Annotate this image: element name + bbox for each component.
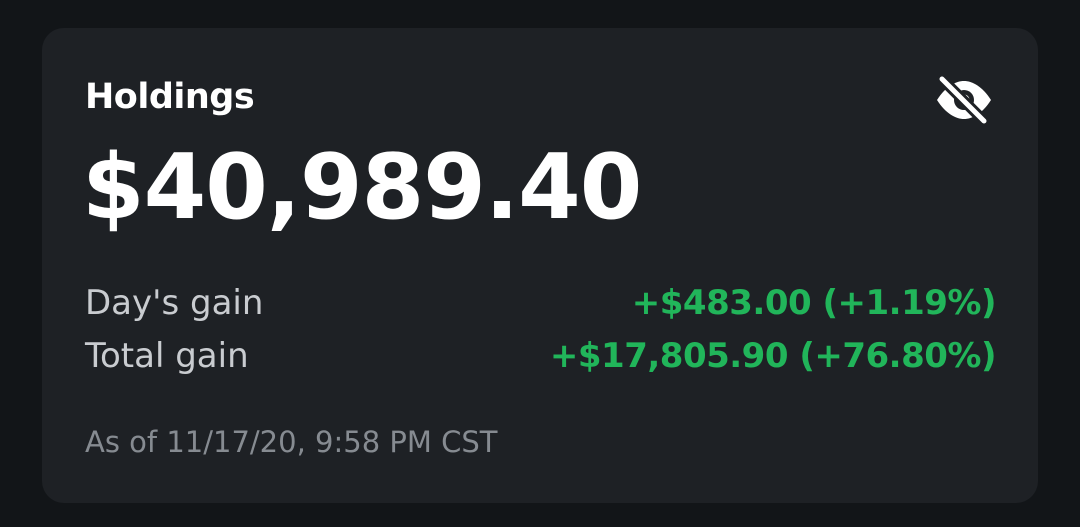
hide-values-button[interactable] [932,72,996,128]
days-gain-row: Day's gain +$483.00 (+1.19%) [85,283,997,323]
eye-off-icon [936,75,991,125]
holdings-card: Holdings $40,989.40 Day's gain +$483.00 … [42,28,1038,503]
total-gain-value: +$17,805.90 (+76.80%) [549,336,997,376]
days-gain-value: +$483.00 (+1.19%) [631,283,997,323]
days-gain-label: Day's gain [85,283,264,323]
holdings-title: Holdings [85,77,255,117]
as-of-timestamp: As of 11/17/20, 9:58 PM CST [85,425,498,459]
total-gain-row: Total gain +$17,805.90 (+76.80%) [85,336,997,376]
holdings-total-value: $40,989.40 [82,135,642,240]
total-gain-label: Total gain [85,336,249,376]
